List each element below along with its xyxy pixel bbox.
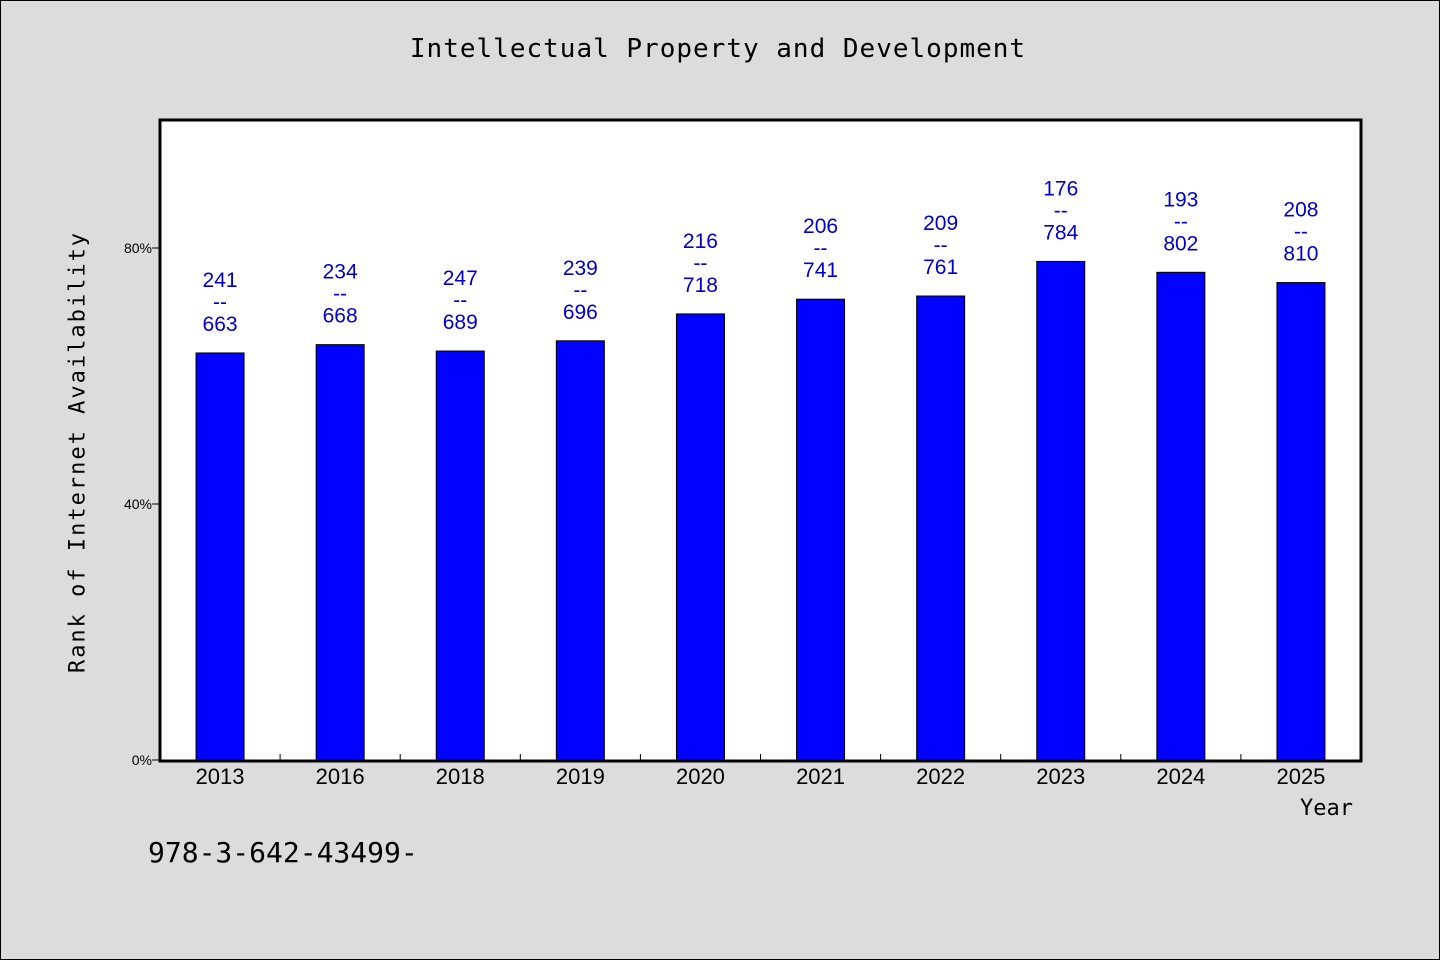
chart-title: Intellectual Property and Development xyxy=(409,34,1027,64)
data-label-bottom: 810 xyxy=(1283,243,1318,266)
data-label-sep: -- xyxy=(453,289,467,312)
data-label-sep: -- xyxy=(333,283,347,306)
data-label-top: 208 xyxy=(1283,199,1318,222)
bar-2018 xyxy=(435,350,485,761)
x-tick-label: 2020 xyxy=(676,764,725,789)
x-tick-label: 2021 xyxy=(796,764,845,789)
x-tick-label: 2023 xyxy=(1036,764,1085,789)
data-label-bottom: 784 xyxy=(1043,221,1078,244)
bar-2016 xyxy=(315,344,365,761)
x-tick-label: 2018 xyxy=(436,764,485,789)
data-label-sep: -- xyxy=(573,279,587,302)
data-label-bottom: 741 xyxy=(803,259,838,282)
data-label-bottom: 761 xyxy=(923,256,958,279)
data-label-top: 193 xyxy=(1163,188,1198,211)
y-tick-label: 40% xyxy=(124,496,152,512)
bars xyxy=(195,260,1326,761)
bar-2024 xyxy=(1156,271,1206,761)
data-label-sep: -- xyxy=(1054,199,1068,222)
data-label-top: 216 xyxy=(683,230,718,253)
data-label-bottom: 689 xyxy=(443,311,478,334)
data-label-bottom: 663 xyxy=(203,313,238,336)
data-label-top: 234 xyxy=(323,261,358,284)
isbn-footnote: 978-3-642-43499- xyxy=(148,836,418,869)
x-axis-label: Year xyxy=(1300,796,1353,821)
bar-2025 xyxy=(1276,282,1326,761)
bar-2021 xyxy=(796,298,846,761)
data-label-bottom: 696 xyxy=(563,301,598,324)
data-label-sep: -- xyxy=(1174,210,1188,233)
data-label-sep: -- xyxy=(934,234,948,257)
data-label-bottom: 718 xyxy=(683,274,718,297)
x-tick-label: 2019 xyxy=(556,764,605,789)
y-axis: 0% 40% 80% xyxy=(124,240,160,768)
data-label-bottom: 668 xyxy=(323,305,358,328)
data-label-sep: -- xyxy=(213,291,227,314)
bar-2022 xyxy=(916,295,966,761)
data-label-top: 206 xyxy=(803,215,838,238)
data-label-sep: -- xyxy=(693,252,707,275)
x-tick-label: 2016 xyxy=(316,764,365,789)
data-label-top: 239 xyxy=(563,257,598,280)
bar-2019 xyxy=(555,340,605,761)
data-label-top: 209 xyxy=(923,212,958,235)
bar-2023 xyxy=(1036,260,1086,761)
data-label-top: 176 xyxy=(1043,177,1078,200)
data-label-bottom: 802 xyxy=(1163,232,1198,255)
x-tick-label: 2013 xyxy=(196,764,245,789)
x-tick-label: 2022 xyxy=(916,764,965,789)
bar-2013 xyxy=(195,352,245,761)
y-tick-label: 0% xyxy=(132,752,152,768)
y-tick-label: 80% xyxy=(124,240,152,256)
data-label-sep: -- xyxy=(814,237,828,260)
data-labels: 241--663234--668247--689239--696216--718… xyxy=(203,177,1319,336)
x-axis: 2013 2016 2018 2019 2020 2021 2022 2023 2024 2025 xyxy=(196,754,1325,789)
data-label-top: 247 xyxy=(443,267,478,290)
data-label-sep: -- xyxy=(1294,221,1308,244)
x-tick-label: 2025 xyxy=(1276,764,1325,789)
bar-2020 xyxy=(675,313,725,761)
x-tick-label: 2024 xyxy=(1156,764,1205,789)
data-label-top: 241 xyxy=(203,269,238,292)
